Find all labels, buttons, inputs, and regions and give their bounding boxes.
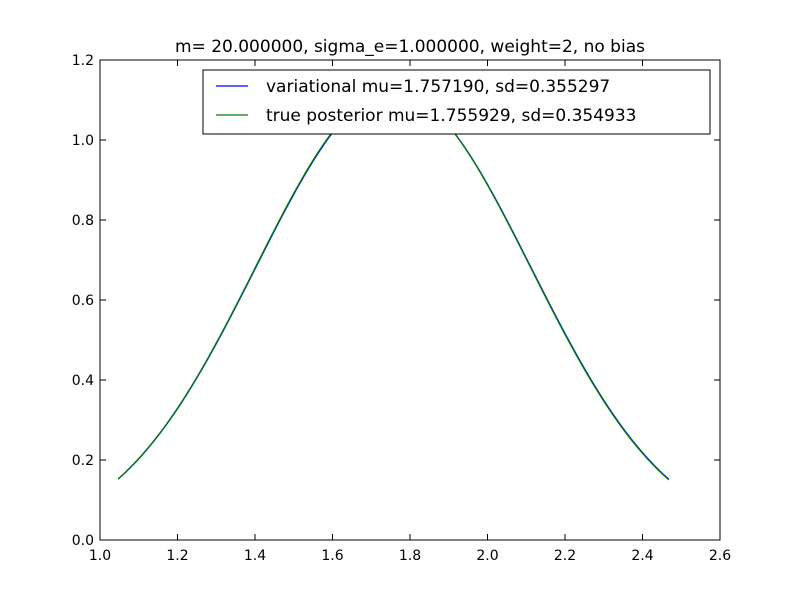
x-tick-label: 1.6 <box>321 548 343 564</box>
x-tick-label: 1.0 <box>89 548 111 564</box>
x-tick-label: 2.2 <box>554 548 576 564</box>
y-tick-label: 0.2 <box>72 453 94 469</box>
x-tick-label: 2.0 <box>476 548 498 564</box>
x-tick-label: 2.4 <box>631 548 653 564</box>
x-tick-label: 1.4 <box>244 548 266 564</box>
chart-title: m= 20.000000, sigma_e=1.000000, weight=2… <box>175 37 645 57</box>
legend-box <box>202 69 711 135</box>
legend-label-variational: variational mu=1.757190, sd=0.355297 <box>266 77 610 97</box>
axes-layer: 1.0 1.2 1.4 1.6 1.8 2.0 2.2 2.4 2.6 0.0 0.2 0.4 0.6 0… <box>72 53 731 564</box>
x-tick-label: 2.6 <box>709 548 731 564</box>
y-tick-label: 1.0 <box>72 133 94 149</box>
y-tick-label: 0.8 <box>72 213 94 229</box>
y-tick-label: 0.0 <box>72 533 94 549</box>
legend: variational mu=1.757190, sd=0.355297 tru… <box>202 69 711 135</box>
x-tick-label: 1.2 <box>166 548 188 564</box>
plot-frame <box>99 59 721 541</box>
legend-label-true-posterior: true posterior mu=1.755929, sd=0.354933 <box>266 106 636 126</box>
y-tick-label: 0.6 <box>72 293 94 309</box>
y-tick-label: 1.2 <box>72 53 94 69</box>
x-tick-label: 1.8 <box>399 548 421 564</box>
y-tick-label: 0.4 <box>72 373 94 389</box>
plot-area <box>100 60 720 540</box>
